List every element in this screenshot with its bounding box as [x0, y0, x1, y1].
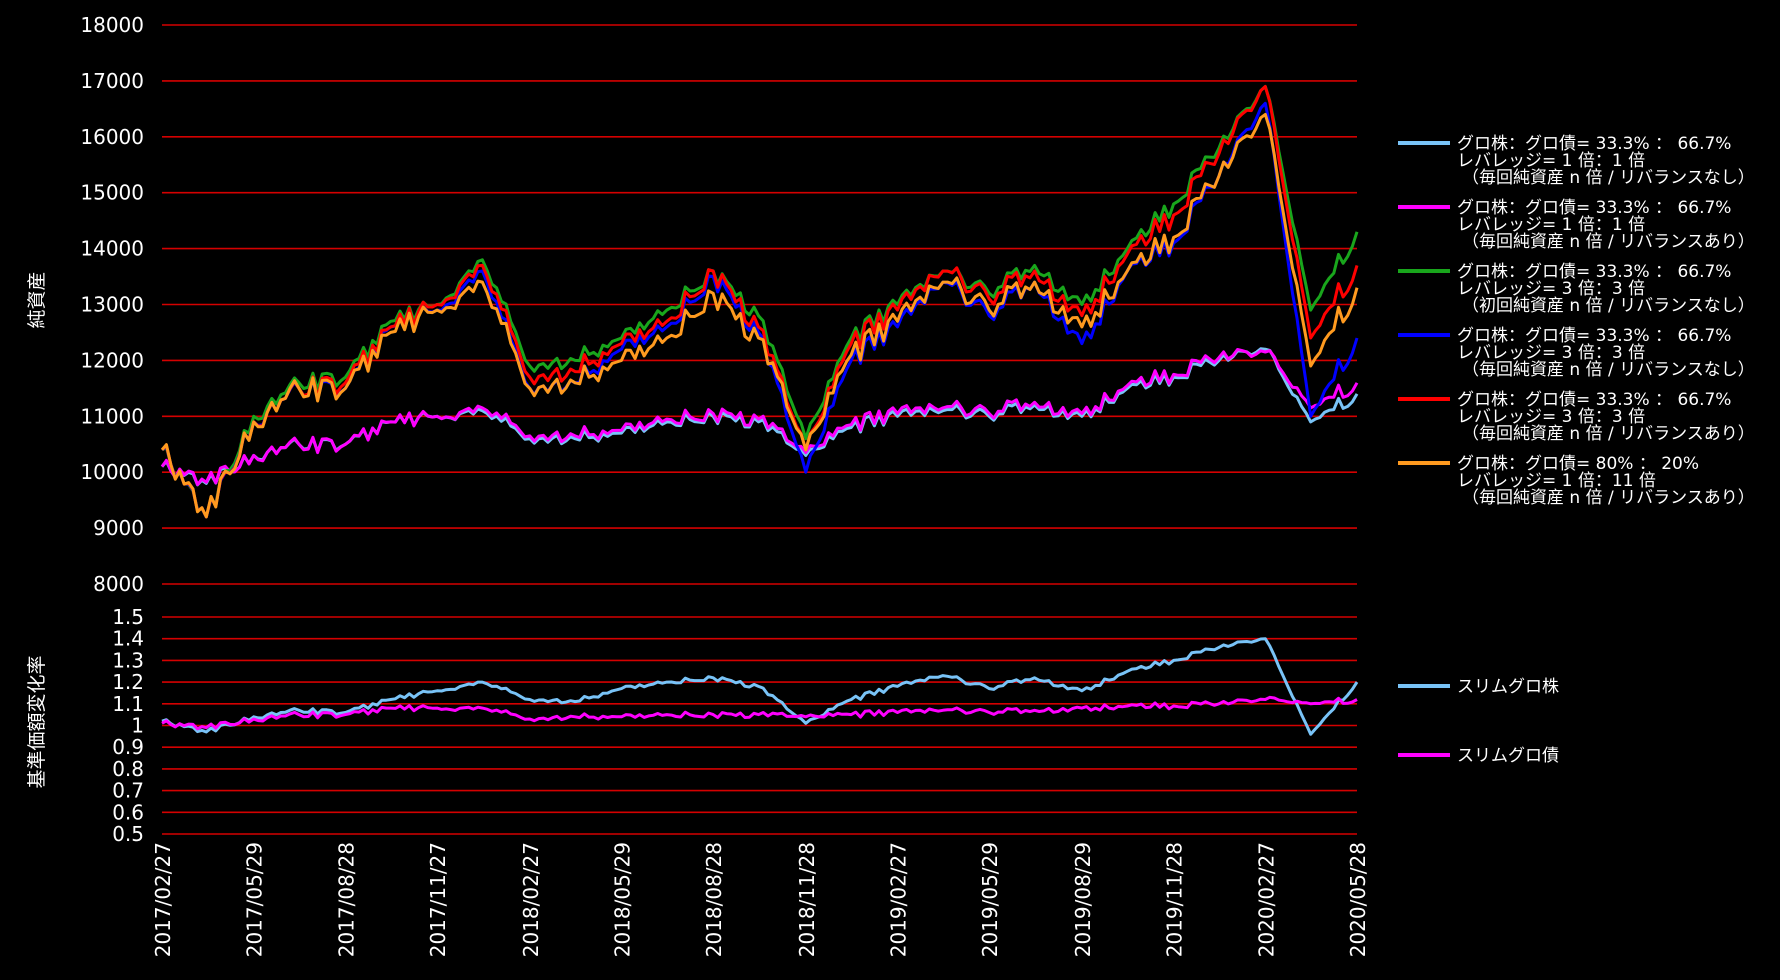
bottom-panel-series-lines [161, 637, 1359, 736]
x-tick-label: 2017/02/27 [151, 842, 175, 957]
top-panel-y-tick-label: 10000 [80, 460, 144, 484]
top-panel-series-lines [160, 85, 1359, 519]
top-panel-y-tick-label: 15000 [80, 181, 144, 205]
top-panel-y-tick-label: 18000 [80, 13, 144, 37]
legend-entry: グロ株：グロ債= 33.3% ： 66.7%レバレッジ= 3 倍：3 倍（初回純… [1457, 262, 1755, 316]
bottom-panel-y-tick-label: 1.1 [112, 692, 144, 716]
legend-entry: スリムグロ債 [1457, 746, 1559, 766]
bottom-panel-y-tick-label: 0.5 [112, 822, 144, 846]
legend-entry: スリムグロ株 [1457, 677, 1559, 697]
x-tick-label: 2020/05/28 [1346, 842, 1370, 957]
x-tick-label: 2018/11/28 [795, 842, 819, 957]
top-panel-y-tick-label: 9000 [93, 516, 144, 540]
top-panel-y-label: 純資産 [26, 271, 48, 328]
top-panel-gridlines [162, 24, 1357, 585]
legend-entry: グロ株：グロ債= 80% ： 20%レバレッジ= 1 倍：11 倍（毎回純資産 … [1457, 454, 1755, 508]
bottom-panel-y-tick-label: 1.3 [112, 648, 144, 672]
x-tick-label: 2020/02/27 [1254, 842, 1278, 957]
legend-entry: グロ株：グロ債= 33.3% ： 66.7%レバレッジ= 1 倍：1 倍（毎回純… [1457, 198, 1755, 252]
x-tick-label: 2017/11/27 [426, 842, 450, 957]
bottom-panel-y-tick-label: 1.5 [112, 605, 144, 629]
top-panel-y-tick-label: 12000 [80, 348, 144, 372]
top-panel-series-line-3 [161, 85, 1359, 519]
x-tick-label: 2019/11/28 [1163, 842, 1187, 957]
legend-entry: グロ株：グロ債= 33.3% ： 66.7%レバレッジ= 3 倍：3 倍（毎回純… [1457, 390, 1755, 444]
bottom-panel-y-tick-label: 1.4 [112, 627, 144, 651]
legend-entry: グロ株：グロ債= 33.3% ： 66.7%レバレッジ= 1 倍：1 倍（毎回純… [1457, 134, 1755, 188]
bottom-panel-y-tick-label: 0.9 [112, 735, 144, 759]
bottom-panel-y-tick-label: 0.7 [112, 779, 144, 803]
top-panel-y-tick-label: 14000 [80, 237, 144, 261]
bottom-panel-y-tick-label: 0.8 [112, 757, 144, 781]
bottom-panel-y-tick-label: 1 [131, 714, 144, 738]
bottom-panel-series-line-1 [161, 637, 1359, 736]
top-panel-series-line-2 [160, 348, 1359, 487]
x-tick-label: 2019/05/29 [978, 842, 1002, 957]
bottom-panel-y-tick-label: 0.6 [112, 800, 144, 824]
bottom-panel-series-line-2 [161, 695, 1358, 731]
x-tick-label: 2018/05/29 [610, 842, 634, 957]
x-tick-label: 2017/08/28 [334, 842, 358, 957]
x-axis-ticks: 2017/02/27 2017/05/29 2017/08/28 2017/11/27… [151, 842, 1370, 957]
top-panel-series-line-5 [160, 85, 1359, 519]
x-tick-label: 2017/05/29 [243, 842, 267, 957]
bottom-panel-y-tick-label: 1.2 [112, 670, 144, 694]
top-panel-series-line-6 [160, 112, 1359, 519]
x-tick-label: 2019/02/27 [887, 842, 911, 957]
top-panel-y-tick-label: 13000 [80, 293, 144, 317]
top-panel-y-tick-label: 11000 [80, 404, 144, 428]
bottom-panel-y-label: 基準価額変化率 [26, 655, 48, 788]
top-panel-y-ticks: 8000 9000 10000 11000 12000 13000 14000 15000 16… [80, 13, 144, 596]
legend-entry: グロ株：グロ債= 33.3% ： 66.7%レバレッジ= 3 倍：3 倍（毎回純… [1457, 326, 1755, 380]
top-panel-y-tick-label: 17000 [80, 69, 144, 93]
bottom-panel-y-ticks: 0.50.60.70.80.911.11.21.31.41.5 [112, 605, 144, 846]
top-panel-legend: グロ株：グロ債= 33.3% ： 66.7%レバレッジ= 1 倍：1 倍（毎回純… [1398, 134, 1755, 508]
x-tick-label: 2018/08/28 [702, 842, 726, 957]
x-tick-label: 2019/08/29 [1071, 842, 1095, 957]
top-panel-y-tick-label: 16000 [80, 125, 144, 149]
x-tick-label: 2018/02/27 [519, 842, 543, 957]
top-panel-y-tick-label: 8000 [93, 572, 144, 596]
